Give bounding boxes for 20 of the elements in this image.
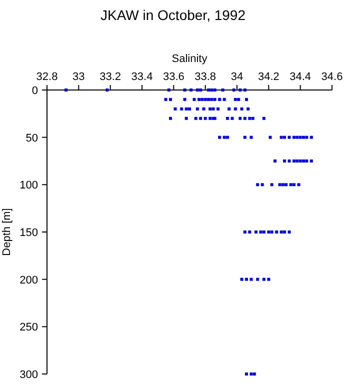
- y-tick-label: 250: [20, 322, 38, 334]
- x-tick-label: 34.4: [290, 71, 312, 83]
- y-tick-label: 150: [20, 227, 38, 239]
- x-tick-label: 34: [230, 71, 244, 83]
- x-tick-label: 33.4: [131, 71, 153, 83]
- x-axis-title: Salinity: [172, 53, 208, 65]
- chart-title: JKAW in October, 1992: [100, 7, 246, 23]
- x-tick-label: 32.8: [36, 71, 58, 83]
- y-axis-title: Depth [m]: [1, 208, 13, 256]
- y-tick-label: 200: [20, 274, 38, 286]
- x-tick-label: 33.2: [100, 71, 122, 83]
- x-tick-label: 33: [72, 71, 85, 83]
- y-tick-label: 0: [32, 85, 38, 97]
- x-tick-label: 33.8: [194, 71, 216, 83]
- x-tick-label: 34.2: [258, 71, 280, 83]
- x-tick-label: 34.6: [321, 71, 343, 83]
- y-tick-label: 300: [20, 369, 38, 381]
- y-tick-label: 50: [26, 132, 38, 144]
- x-tick-label: 33.6: [162, 71, 184, 83]
- y-tick-label: 100: [20, 180, 38, 192]
